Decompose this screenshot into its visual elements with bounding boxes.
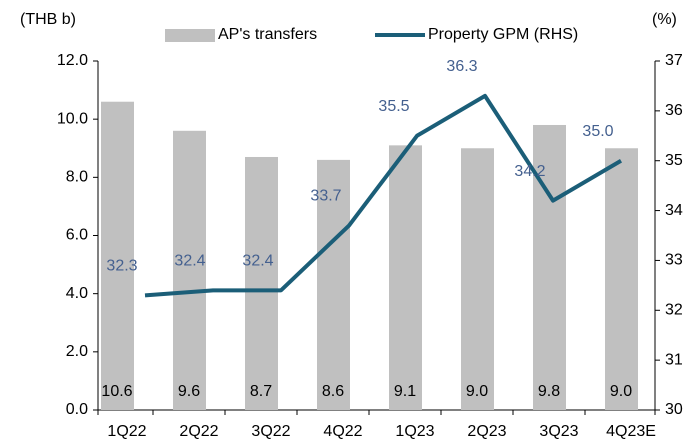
y-tick-label: 4.0 <box>66 285 88 302</box>
y2-tick-label: 37 <box>665 52 683 69</box>
bar-value-label: 9.1 <box>394 383 416 400</box>
line-value-label: 35.0 <box>582 123 613 140</box>
line-value-label: 36.3 <box>446 58 477 75</box>
y-axis-title: (THB b) <box>20 11 76 28</box>
y-tick-label: 12.0 <box>57 52 88 69</box>
x-tick-label: 4Q23E <box>606 423 656 440</box>
line-value-label: 32.4 <box>174 253 205 270</box>
y2-tick-label: 34 <box>665 202 683 219</box>
legend-label: Property GPM (RHS) <box>428 26 578 43</box>
bar <box>605 148 638 410</box>
line-value-label: 35.5 <box>378 98 409 115</box>
legend-label: AP's transfers <box>218 26 317 43</box>
y-tick-label: 10.0 <box>57 110 88 127</box>
bar-value-label: 8.7 <box>250 383 272 400</box>
y2-tick-label: 32 <box>665 302 683 319</box>
y2-tick-label: 30 <box>665 401 683 418</box>
y-tick-label: 2.0 <box>66 343 88 360</box>
line-value-label: 34.2 <box>514 163 545 180</box>
line <box>144 93 623 298</box>
x-tick-label: 1Q23 <box>395 423 434 440</box>
bar <box>317 159 350 410</box>
x-tick-label: 2Q22 <box>179 423 218 440</box>
bar-value-label: 9.8 <box>538 383 560 400</box>
bar-value-label: 10.6 <box>101 383 132 400</box>
y-tick-label: 8.0 <box>66 169 88 186</box>
x-tick-label: 3Q22 <box>251 423 290 440</box>
y2-tick-label: 36 <box>665 102 683 119</box>
x-tick-label: 3Q23 <box>539 423 578 440</box>
line-value-label: 32.4 <box>242 253 273 270</box>
y2-axis-title: (%) <box>652 11 677 28</box>
y2-tick-label: 33 <box>665 252 683 269</box>
bar-value-label: 8.6 <box>322 383 344 400</box>
y-tick-label: 6.0 <box>66 227 88 244</box>
bar-value-label: 9.6 <box>178 383 200 400</box>
line-value-label: 33.7 <box>310 188 341 205</box>
line-value-label: 32.3 <box>106 258 137 275</box>
bar <box>533 124 566 410</box>
bar <box>389 145 422 410</box>
bar <box>173 130 206 411</box>
x-tick-label: 4Q22 <box>323 423 362 440</box>
y2-tick-label: 31 <box>665 351 683 368</box>
bar <box>461 148 494 410</box>
bar <box>245 156 278 410</box>
bar-value-label: 9.0 <box>610 383 632 400</box>
y2-tick-label: 35 <box>665 152 683 169</box>
bar <box>101 101 134 410</box>
x-tick-label: 2Q23 <box>467 423 506 440</box>
bar-value-label: 9.0 <box>466 383 488 400</box>
legend-swatch <box>165 29 215 42</box>
x-tick-label: 1Q22 <box>107 423 146 440</box>
y-tick-label: 0.0 <box>66 401 88 418</box>
